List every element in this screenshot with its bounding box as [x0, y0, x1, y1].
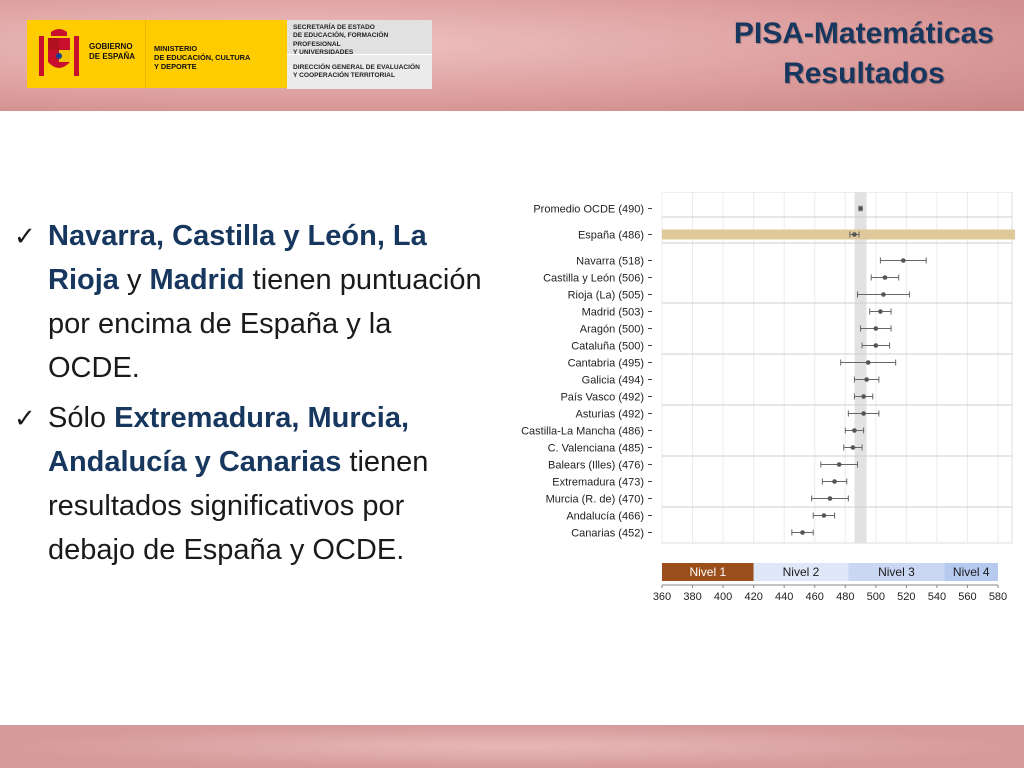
data-point	[864, 377, 869, 382]
x-tick-label: 520	[897, 591, 915, 603]
x-tick-label: 480	[836, 591, 854, 603]
row-label: Rioja (La) (505)	[568, 290, 644, 302]
data-point	[861, 394, 866, 399]
x-tick-label: 580	[989, 591, 1007, 603]
bullet-item: ✓ Sólo Extremadura, Murcia, Andalucía y C…	[14, 396, 484, 572]
direccion-line: Y COOPERACIÓN TERRITORIAL	[293, 72, 395, 80]
slide-title: PISA-Matemáticas Resultados	[734, 14, 994, 94]
title-line-2: Resultados	[783, 57, 945, 90]
gobierno-block: GOBIERNO DE ESPAÑA	[27, 20, 145, 88]
row-label: Murcia (R. de) (470)	[546, 494, 644, 506]
checkmark-icon: ✓	[14, 221, 36, 251]
secretaria-line: SECRETARÍA DE ESTADO	[293, 24, 375, 31]
level-band	[753, 563, 849, 581]
bullet-list: ✓ Navarra, Castilla y León, La Rioja y Ma…	[14, 214, 484, 578]
row-label: Extremadura (473)	[552, 477, 644, 489]
x-tick-label: 420	[744, 591, 762, 603]
data-point	[861, 411, 866, 416]
secretaria-line: Y UNIVERSIDADES	[293, 48, 354, 56]
data-point	[852, 232, 857, 237]
ministerio-line: DE EDUCACIÓN, CULTURA	[154, 53, 251, 62]
ministerio-line: Y DEPORTE	[154, 62, 197, 71]
row-label: Madrid (503)	[582, 307, 644, 319]
x-tick-label: 500	[867, 591, 885, 603]
footer-banner	[0, 725, 1024, 768]
data-point	[827, 496, 833, 501]
row-label: Galicia (494)	[582, 375, 644, 387]
secretaria-line: DE EDUCACIÓN, FORMACIÓN PROFESIONAL	[293, 32, 389, 48]
coat-of-arms-icon	[39, 29, 79, 76]
bullet-text: y	[118, 264, 150, 296]
secretaria-block: SECRETARÍA DE ESTADO DE EDUCACIÓN, FORMAC…	[287, 20, 432, 57]
row-label: Promedio OCDE (490)	[533, 204, 644, 216]
direccion-line: DIRECCIÓN GENERAL DE EVALUACIÓN	[293, 64, 420, 71]
row-label: Castilla-La Mancha (486)	[521, 426, 644, 438]
bullet-text: Sólo	[48, 402, 115, 434]
row-label: Cataluña (500)	[571, 341, 644, 353]
data-point	[800, 530, 805, 535]
row-label: Canarias (452)	[571, 528, 644, 540]
plot-frame	[661, 192, 1013, 544]
row-label: Asturias (492)	[576, 409, 644, 421]
x-tick-label: 560	[958, 591, 976, 603]
data-point	[881, 292, 886, 297]
level-band	[944, 563, 998, 581]
bullet-highlight: Madrid	[149, 264, 245, 296]
data-point	[901, 258, 906, 263]
bullet-item: ✓ Navarra, Castilla y León, La Rioja y Ma…	[14, 214, 484, 390]
level-label: Nivel 3	[878, 565, 915, 579]
pisa-chart: Promedio OCDE (490) España (486) Navarra (…	[521, 192, 1015, 603]
data-point	[852, 428, 857, 433]
gobierno-text: GOBIERNO DE ESPAÑA	[89, 42, 135, 62]
x-tick-label: 460	[806, 591, 824, 603]
x-tick-label: 400	[714, 591, 732, 603]
row-label: Balears (Illes) (476)	[548, 460, 644, 472]
gobierno-line: DE ESPAÑA	[89, 52, 136, 61]
level-label: Nivel 2	[783, 565, 820, 579]
bullet-highlight: Extremadura, Murcia, Andalucía y Canaria…	[48, 402, 410, 478]
bullet-highlight: Navarra, Castilla y León, La Rioja	[48, 220, 427, 296]
header-banner: GOBIERNO DE ESPAÑA MINISTERIO DE EDUCACIÓN…	[0, 0, 1024, 111]
bullet-text: tienen puntuación por encima de España y…	[48, 264, 482, 384]
level-band	[848, 563, 945, 581]
data-point	[821, 513, 827, 518]
row-label: Andalucía (466)	[566, 511, 644, 523]
ministry-logo: GOBIERNO DE ESPAÑA MINISTERIO DE EDUCACIÓN…	[27, 20, 432, 89]
x-tick-label: 440	[775, 591, 793, 603]
checkmark-icon: ✓	[14, 403, 36, 433]
direccion-block: DIRECCIÓN GENERAL DE EVALUACIÓN Y COOPERA…	[287, 54, 432, 89]
data-point	[865, 360, 871, 365]
x-tick-label: 380	[683, 591, 701, 603]
data-point	[878, 309, 883, 314]
x-tick-label: 540	[928, 591, 946, 603]
row-label: País Vasco (492)	[560, 392, 644, 404]
ministerio-text: MINISTERIO DE EDUCACIÓN, CULTURA Y DEPORTE	[154, 44, 250, 71]
level-label: Nivel 4	[953, 565, 990, 579]
data-point	[858, 206, 863, 211]
gobierno-line: GOBIERNO	[89, 42, 133, 51]
data-point	[882, 275, 888, 280]
row-label: Castilla y León (506)	[543, 273, 644, 285]
direccion-text: DIRECCIÓN GENERAL DE EVALUACIÓN Y COOPERA…	[293, 64, 420, 81]
spain-highlight-band	[662, 229, 1015, 240]
data-point	[850, 445, 856, 450]
row-label: C. Valenciana (485)	[548, 443, 644, 455]
ocde-reference-band	[854, 192, 867, 543]
data-point	[836, 462, 842, 467]
bullet-text: tienen resultados significativos por deb…	[48, 446, 429, 566]
level-label: Nivel 1	[689, 565, 726, 579]
data-point	[873, 343, 879, 348]
row-label: Navarra (518)	[576, 256, 644, 268]
data-point	[832, 479, 837, 484]
data-point	[873, 326, 879, 331]
ministerio-line: MINISTERIO	[154, 44, 198, 53]
secretaria-text: SECRETARÍA DE ESTADO DE EDUCACIÓN, FORMAC…	[293, 24, 432, 57]
row-label: Aragón (500)	[580, 324, 644, 336]
row-label: España (486)	[578, 230, 644, 242]
title-line-1: PISA-Matemáticas	[733, 17, 994, 50]
x-tick-label: 360	[653, 591, 671, 603]
row-label: Cantabria (495)	[568, 358, 644, 370]
ministerio-block: MINISTERIO DE EDUCACIÓN, CULTURA Y DEPORTE	[145, 20, 288, 88]
level-band	[662, 563, 754, 581]
